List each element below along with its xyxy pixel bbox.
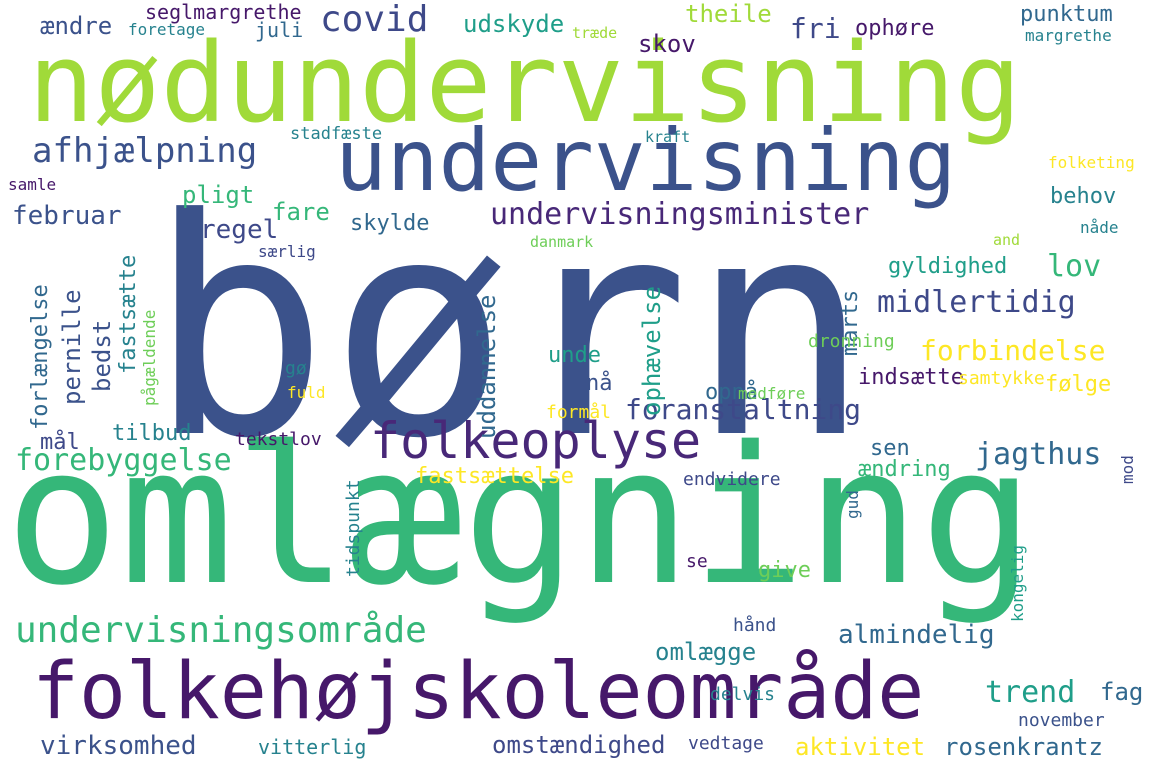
cloud-word-foretage: foretage xyxy=(128,20,206,39)
cloud-word-folkeoplyse: folkeoplyse xyxy=(370,412,702,470)
cloud-word-afhjaelpning: afhjælpning xyxy=(32,131,258,171)
cloud-word-mod: mod xyxy=(1118,454,1137,484)
cloud-word-ophoere: ophøre xyxy=(855,16,935,41)
cloud-word-ophaevelse: ophævelse xyxy=(638,285,666,416)
cloud-word-opnaa: opnå xyxy=(705,380,758,405)
cloud-word-margrethe: margrethe xyxy=(1025,26,1112,45)
cloud-word-juli: juli xyxy=(255,18,304,42)
cloud-word-naa: nå xyxy=(586,371,613,396)
cloud-word-noedundervisning: nødundervisning xyxy=(28,19,1022,147)
cloud-word-fare: fare xyxy=(272,198,330,226)
cloud-word-sen: sen xyxy=(870,436,910,461)
cloud-word-bedst: bedst xyxy=(88,319,116,392)
cloud-word-forlaengelse: forlængelse xyxy=(28,284,53,431)
cloud-word-paagaeldende: pågældende xyxy=(140,309,159,406)
cloud-word-samle: samle xyxy=(8,175,57,194)
cloud-word-fastsaette: fastsætte xyxy=(116,254,141,374)
cloud-word-virksomhed: virksomhed xyxy=(40,731,197,761)
cloud-word-unde: unde xyxy=(548,343,601,368)
cloud-word-delvis: delvis xyxy=(710,684,776,705)
cloud-word-undervisningsomraade: undervisningsområde xyxy=(15,610,427,651)
cloud-word-gyldighed: gyldighed xyxy=(888,254,1008,279)
cloud-word-jagthus: jagthus xyxy=(975,437,1102,472)
cloud-word-fastsaettelse: fastsættelse xyxy=(415,464,574,489)
cloud-word-forebyggelse: forebyggelse xyxy=(15,443,232,478)
cloud-word-dronning: dronning xyxy=(808,331,895,352)
cloud-word-almindelig: almindelig xyxy=(838,620,995,650)
cloud-word-omlaegge: omlægge xyxy=(655,638,757,666)
cloud-word-uddannelse: uddannelse xyxy=(473,294,501,440)
cloud-word-fag: fag xyxy=(1100,678,1144,706)
cloud-word-omstaendighed: omstændighed xyxy=(492,731,666,759)
cloud-word-pligt: pligt xyxy=(182,181,255,209)
cloud-word-aktivitet: aktivitet xyxy=(795,733,926,761)
cloud-word-danmark: danmark xyxy=(530,233,594,251)
cloud-word-undervisning: undervisning xyxy=(335,111,957,211)
cloud-word-lov: lov xyxy=(1047,249,1102,284)
cloud-word-folketing: folketing xyxy=(1048,153,1135,172)
cloud-word-november: november xyxy=(1018,710,1105,731)
cloud-word-kongelig: kongelig xyxy=(1008,544,1027,622)
cloud-word-undervisningsminister: undervisningsminister xyxy=(490,197,870,232)
cloud-word-medfoere: medføre xyxy=(738,384,806,403)
cloud-word-behov: behov xyxy=(1050,184,1117,209)
cloud-word-haand: hånd xyxy=(733,615,777,636)
cloud-word-tidspunkt: tidspunkt xyxy=(343,479,364,578)
cloud-word-covid: covid xyxy=(320,0,429,40)
cloud-word-and: and xyxy=(993,231,1021,249)
cloud-word-gud: gud xyxy=(843,489,862,519)
cloud-word-trend: trend xyxy=(985,675,1076,710)
cloud-word-forbindelse: forbindelse xyxy=(920,334,1106,367)
cloud-word-give: give xyxy=(758,558,811,583)
cloud-word-punktum: punktum xyxy=(1020,2,1113,27)
cloud-word-regel: regel xyxy=(200,215,279,245)
cloud-word-samtykke: samtykke xyxy=(958,368,1045,389)
cloud-word-fri: fri xyxy=(790,12,841,45)
cloud-word-skylde: skylde xyxy=(350,211,430,236)
cloud-word-naade: nåde xyxy=(1080,218,1119,237)
cloud-word-aendring: ændring xyxy=(858,457,951,482)
cloud-word-folkehoejskoleomraade: folkehøjskoleområde xyxy=(32,647,925,737)
cloud-word-endvidere: endvidere xyxy=(683,469,781,490)
cloud-word-theile: theile xyxy=(685,0,772,28)
cloud-word-foelge: følge xyxy=(1045,372,1112,397)
cloud-word-vitterlig: vitterlig xyxy=(258,735,367,759)
cloud-word-rosenkrantz: rosenkrantz xyxy=(944,733,1103,761)
cloud-word-pernille: pernille xyxy=(58,289,86,406)
cloud-word-seglmargrethe: seglmargrethe xyxy=(145,0,302,24)
cloud-word-formaal: formål xyxy=(546,402,612,423)
cloud-word-se: se xyxy=(686,551,708,572)
cloud-word-goe: gø xyxy=(285,358,307,379)
cloud-word-maal: mål xyxy=(40,430,80,455)
cloud-word-skov: skov xyxy=(638,30,696,58)
cloud-word-februar: februar xyxy=(12,201,122,231)
cloud-word-traede: træde xyxy=(572,24,618,42)
cloud-word-tekstlov: tekstlov xyxy=(235,429,322,450)
cloud-word-indsaette: indsætte xyxy=(858,365,964,390)
cloud-word-midlertidig: midlertidig xyxy=(877,285,1076,320)
cloud-word-stadfaeste: stadfæste xyxy=(290,124,383,144)
cloud-word-saerlig: særlig xyxy=(258,242,316,261)
cloud-word-vedtage: vedtage xyxy=(688,733,764,754)
cloud-word-boern: børn xyxy=(148,155,871,504)
cloud-word-foranstaltning: foranstaltning xyxy=(625,393,862,426)
cloud-word-aendre: ændre xyxy=(40,12,113,40)
cloud-word-udskyde: udskyde xyxy=(463,10,565,38)
cloud-word-omlaegning: omlægning xyxy=(5,406,1035,627)
cloud-word-tilbud: tilbud xyxy=(112,421,192,446)
cloud-word-fuld: fuld xyxy=(287,383,326,402)
cloud-word-kraft: kraft xyxy=(645,128,691,146)
